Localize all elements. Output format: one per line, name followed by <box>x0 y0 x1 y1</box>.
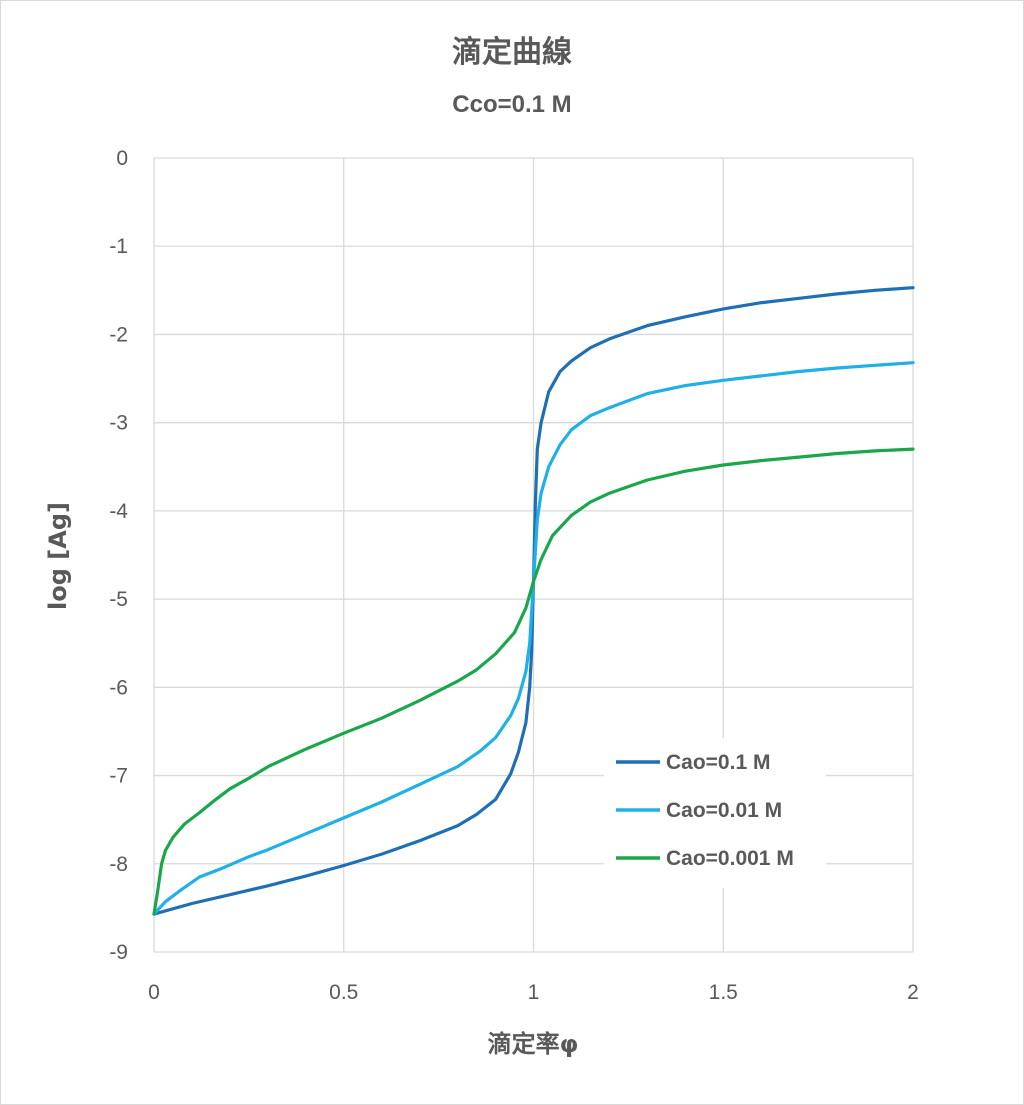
y-tick-label: -6 <box>109 676 128 699</box>
x-axis-label: 滴定率φ <box>488 1030 579 1058</box>
chart-title: 滴定曲線 <box>452 35 572 70</box>
x-tick-label: 1.5 <box>709 981 738 1004</box>
legend-label: Cao=0.01 M <box>666 799 782 822</box>
y-tick-label: -1 <box>109 235 128 258</box>
y-tick-label: -9 <box>109 941 128 964</box>
y-tick-label: -8 <box>109 853 128 876</box>
legend-label: Cao=0.1 M <box>666 751 770 774</box>
y-axis-label: log [Ag] <box>44 502 72 610</box>
chart-subtitle: Cco=0.1 M <box>452 91 571 118</box>
series-line-2 <box>152 361 915 916</box>
y-tick-label: -2 <box>109 323 128 346</box>
legend-label: Cao=0.001 M <box>666 847 794 870</box>
y-tick-label: -5 <box>109 588 128 611</box>
y-tick-label: -4 <box>109 500 128 523</box>
legend: Cao=0.1 M Cao=0.01 M Cao=0.001 M <box>604 738 826 888</box>
plot-series <box>152 286 915 916</box>
gridlines <box>153 157 914 953</box>
tick-labels: 0 -1 -2 -3 -4 -5 -6 -7 -8 -9 0 0.5 1 1.5 2 <box>109 147 919 1004</box>
x-tick-label: 0.5 <box>329 981 358 1004</box>
x-tick-label: 1 <box>528 981 540 1004</box>
y-tick-label: -3 <box>109 412 128 435</box>
x-tick-label: 0 <box>148 981 160 1004</box>
y-tick-label: 0 <box>116 147 128 170</box>
series-line-3 <box>152 447 915 916</box>
y-tick-label: -7 <box>109 765 128 788</box>
x-tick-label: 2 <box>907 981 919 1004</box>
